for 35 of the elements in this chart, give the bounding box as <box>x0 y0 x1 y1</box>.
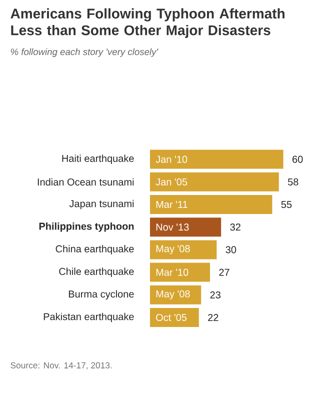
bar <box>150 240 217 260</box>
data-label: 30 <box>226 246 236 254</box>
data-label: 55 <box>281 201 292 208</box>
bar <box>150 308 199 327</box>
data-label: 58 <box>288 178 298 186</box>
bar <box>150 195 272 214</box>
y-tick-label: Indian Ocean tsunami <box>38 178 134 186</box>
bar <box>150 172 279 192</box>
annotation: Mar '11 <box>156 201 188 208</box>
annotation: May '08 <box>156 290 190 300</box>
bar <box>150 218 222 237</box>
y-tick-label: Pakistan earthquake <box>44 312 134 322</box>
annotation: Mar '10 <box>156 268 188 276</box>
chart-title: Americans Following Typhoon Aftermath Less than Some Other Major Disasters <box>10 8 284 38</box>
source-note: Source: Nov. 14-17, 2013. <box>10 362 112 370</box>
data-label: 22 <box>208 314 218 321</box>
y-tick-label: Burma cyclone <box>68 290 134 300</box>
y-tick-label: Philippines typhoon <box>39 222 134 232</box>
y-tick-label: China earthquake <box>56 245 134 254</box>
annotation: Jan '05 <box>156 178 188 186</box>
bar <box>150 150 284 169</box>
data-label: 27 <box>219 268 230 276</box>
y-tick-label: Japan tsunami <box>69 200 134 210</box>
annotation: Oct '05 <box>156 314 187 322</box>
annotation: May '08 <box>156 245 190 254</box>
chart-subtitle: % following each story 'very closely' <box>10 48 158 57</box>
bar <box>150 285 202 304</box>
y-tick-label: Haiti earthquake <box>62 154 134 164</box>
bar <box>150 262 210 282</box>
y-tick-label: Chile earthquake <box>59 268 134 277</box>
data-label: 60 <box>292 156 303 163</box>
data-label: 32 <box>230 224 240 231</box>
data-label: 23 <box>210 291 220 298</box>
annotation: Jan '10 <box>156 156 188 163</box>
annotation: Nov '13 <box>156 224 189 231</box>
